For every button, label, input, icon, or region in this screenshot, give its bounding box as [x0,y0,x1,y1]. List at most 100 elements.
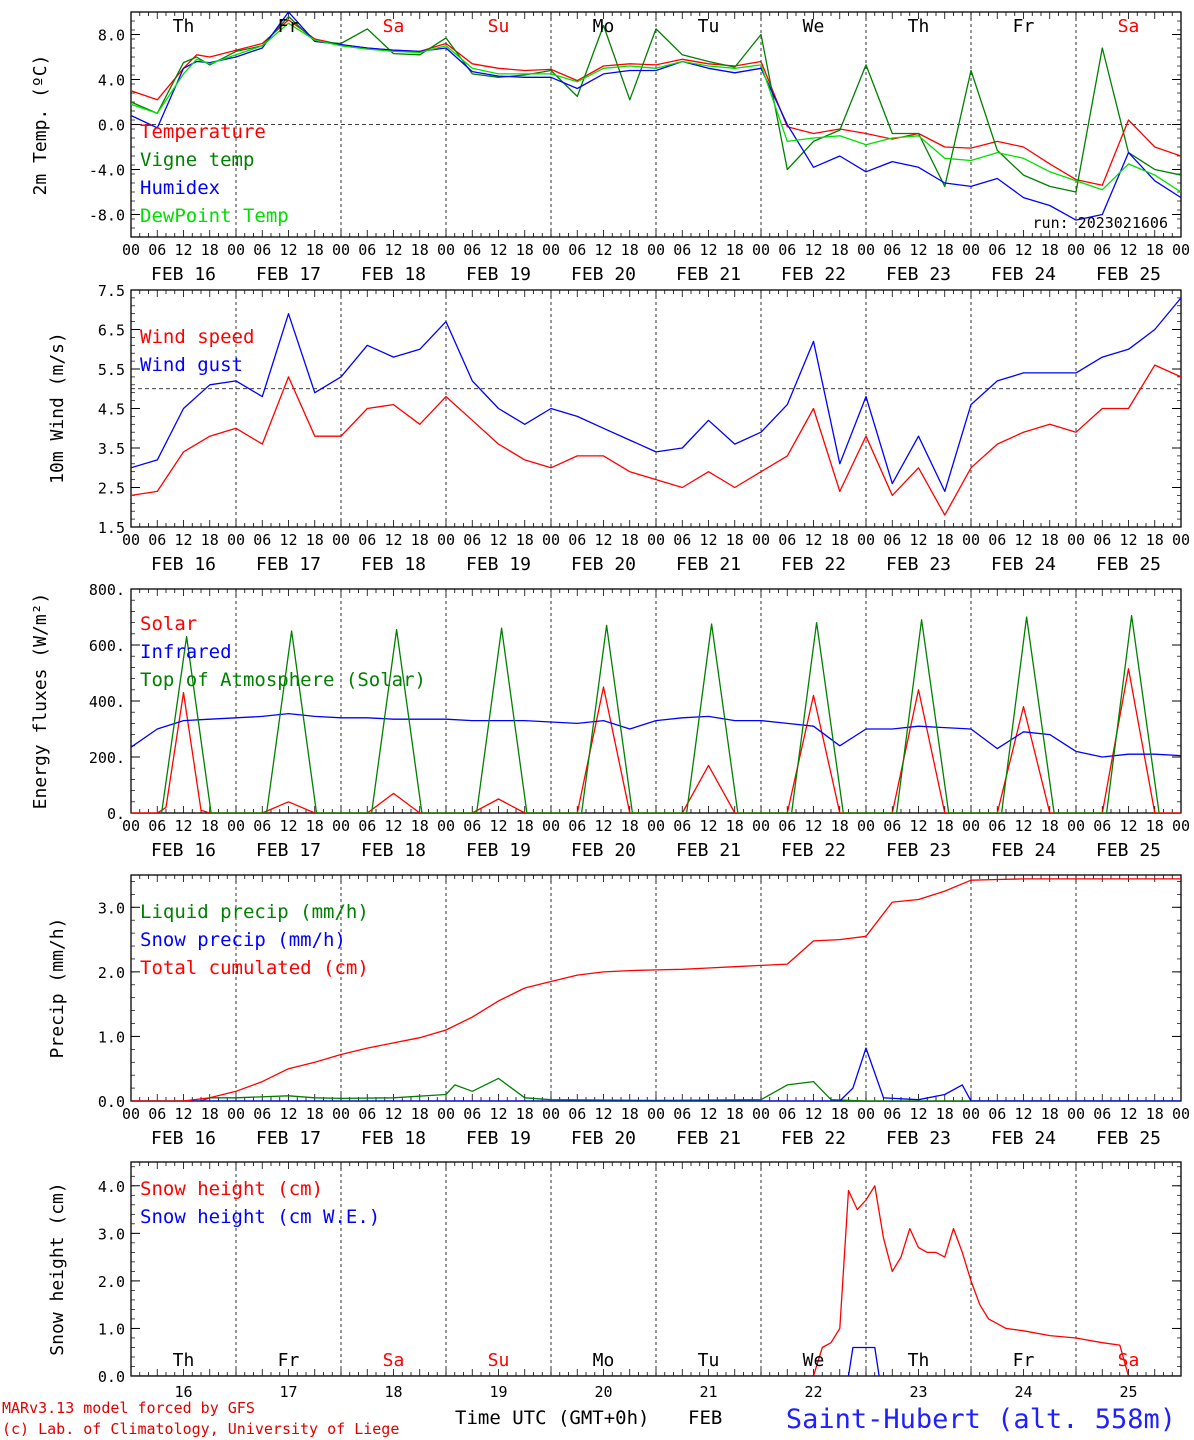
y-axis-label: Precip (mm/h) [47,918,68,1059]
y-tick-label: 3.0 [98,1225,125,1243]
x-hour-label: 18 [201,241,219,259]
station-label: Saint-Hubert (alt. 558m) [786,1404,1176,1435]
legend-entry: Vigne temp [140,149,254,171]
y-tick-label: 2.0 [98,1273,125,1291]
y-axis-label: 10m Wind (m/s) [47,332,68,484]
x-hour-label: 06 [1093,241,1111,259]
y-tick-label: 2.5 [98,480,125,498]
x-hour-label: 00 [857,241,875,259]
series-line-total-cumulated-cm- [131,878,1181,1101]
x-hour-label: 06 [988,817,1006,835]
x-hour-label: 12 [909,531,927,549]
x-hour-label: 12 [489,1105,507,1123]
x-hour-label: 00 [752,1105,770,1123]
x-hour-label: 06 [253,817,271,835]
day-name: Fr [1013,1350,1035,1371]
x-hour-label: 00 [437,817,455,835]
day-name: Sa [1118,16,1140,37]
x-hour-label: 12 [804,241,822,259]
series-line-infrared [131,712,1181,758]
x-day-number: 21 [699,1383,717,1401]
x-hour-label: 18 [1146,1105,1164,1123]
x-day-number: 17 [279,1383,297,1401]
x-hour-label: 12 [384,817,402,835]
x-hour-label: 06 [148,241,166,259]
x-date-label: FEB 22 [781,264,846,285]
x-hour-label: 00 [332,241,350,259]
x-hour-label: 12 [384,531,402,549]
x-hour-label: 18 [1146,817,1164,835]
x-hour-label: 06 [148,817,166,835]
x-hour-label: 18 [411,817,429,835]
y-tick-label: 600. [89,637,125,655]
x-hour-label: 12 [804,531,822,549]
x-date-label: FEB 19 [466,554,531,575]
x-date-label: FEB 17 [256,264,321,285]
x-month-label: FEB [688,1407,722,1429]
x-date-label: FEB 16 [151,1128,216,1149]
x-hour-label: 18 [306,817,324,835]
x-date-label: FEB 17 [256,840,321,861]
y-axis-label: Snow height (cm) [47,1182,68,1355]
x-hour-label: 00 [857,817,875,835]
day-name: Tu [698,16,720,37]
x-hour-label: 06 [568,531,586,549]
x-hour-label: 12 [279,817,297,835]
x-hour-label: 00 [227,241,245,259]
x-hour-label: 12 [804,817,822,835]
x-hour-label: 18 [621,1105,639,1123]
day-name: Th [173,16,195,37]
x-hour-label: 12 [1014,531,1032,549]
y-tick-label: 400. [89,693,125,711]
x-hour-label: 06 [778,531,796,549]
x-hour-label: 06 [988,1105,1006,1123]
x-hour-label: 12 [909,241,927,259]
panel-precip: 3.0 2.0 1.0 0.0 Precip (mm/h) Liquid precip (… [47,874,1190,1149]
panel-temp: 8.0 4.0 0.0 -4.0 -8.0 2m Temp. (ºC) Temperatur… [30,11,1190,285]
x-hour-label: 00 [962,1105,980,1123]
x-date-label: FEB 21 [676,554,741,575]
x-hour-label: 12 [699,1105,717,1123]
x-hour-label: 06 [1093,817,1111,835]
x-hour-label: 12 [909,1105,927,1123]
x-date-label: FEB 21 [676,840,741,861]
x-hour-label: 06 [463,531,481,549]
x-date-label: FEB 23 [886,1128,951,1149]
x-hour-label: 00 [542,1105,560,1123]
x-hour-label: 06 [673,531,691,549]
credit-line-2: (c) Lab. of Climatology, University of L… [2,1420,399,1438]
day-name: Mo [593,16,615,37]
x-hour-label: 00 [437,1105,455,1123]
x-hour-label: 00 [857,1105,875,1123]
x-hour-label: 06 [358,817,376,835]
x-hour-label: 06 [358,1105,376,1123]
x-date-label: FEB 18 [361,264,426,285]
x-hour-label: 12 [1119,531,1137,549]
y-tick-label: 2.0 [98,964,125,982]
x-hour-label: 06 [568,241,586,259]
x-hour-label: 12 [1119,241,1137,259]
x-hour-label: 00 [857,531,875,549]
x-hour-label: 00 [962,531,980,549]
x-hour-label: 00 [752,531,770,549]
x-date-label: FEB 16 [151,554,216,575]
x-day-number: 22 [804,1383,822,1401]
x-day-number: 16 [174,1383,192,1401]
day-name: Su [488,16,510,37]
x-hour-label: 00 [1172,1105,1190,1123]
x-hour-label: 06 [253,531,271,549]
x-hour-label: 06 [673,817,691,835]
x-hour-label: 12 [489,817,507,835]
x-date-label: FEB 25 [1096,264,1161,285]
x-hour-label: 00 [647,531,665,549]
x-hour-label: 12 [1119,817,1137,835]
x-hour-label: 00 [1172,241,1190,259]
x-axis-label: Time UTC (GMT+0h) [455,1407,649,1429]
series-line-snow-height-cm-w-e- [131,1346,1181,1376]
x-hour-label: 12 [804,1105,822,1123]
legend-entry: Temperature [140,121,266,143]
x-hour-label: 06 [988,531,1006,549]
x-hour-label: 12 [699,531,717,549]
y-tick-label: 3.5 [98,440,125,458]
x-hour-label: 18 [201,1105,219,1123]
